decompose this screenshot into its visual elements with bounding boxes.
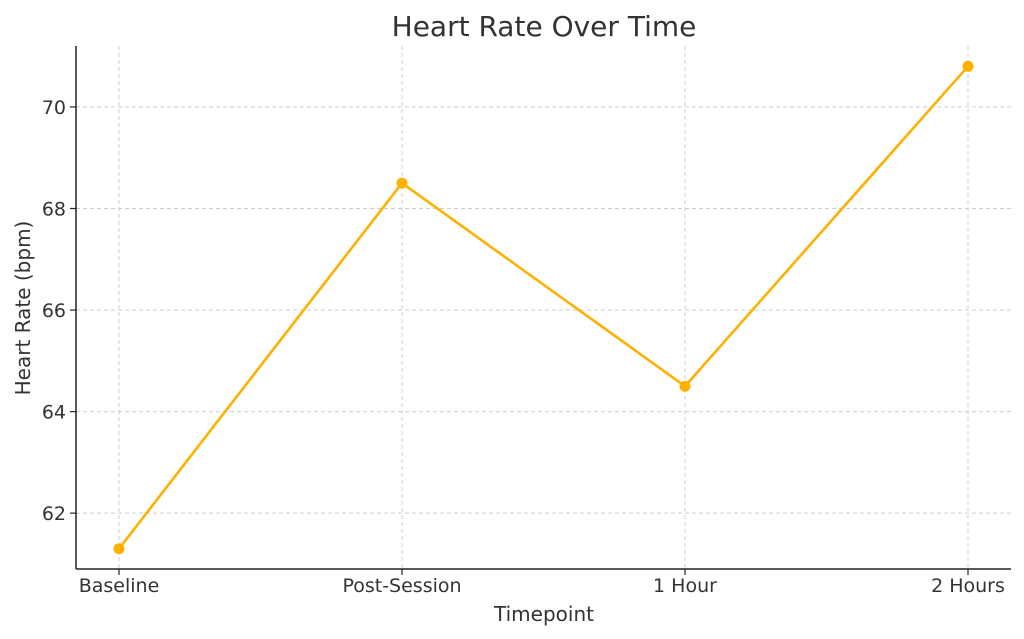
- y-axis-label: Heart Rate (bpm): [11, 221, 35, 396]
- tick-layer: Baseline Post-Session 1 Hour 2 Hours 62 64 66 6…: [42, 97, 1005, 597]
- data-point: [962, 60, 974, 72]
- y-tick-label: 70: [42, 97, 66, 119]
- y-tick-label: 64: [42, 402, 66, 424]
- x-tick-label: 2 Hours: [931, 575, 1005, 597]
- data-point: [113, 543, 125, 555]
- series-layer: [113, 60, 974, 555]
- grid-layer: [76, 46, 1011, 569]
- series-line: [117, 65, 970, 550]
- x-axis-label: Timepoint: [493, 602, 594, 626]
- data-point: [396, 177, 408, 189]
- x-tick-label: 1 Hour: [653, 575, 717, 597]
- y-tick-label: 68: [42, 198, 66, 220]
- axis-layer: [75, 46, 1011, 570]
- y-tick-label: 66: [42, 300, 66, 322]
- x-tick-label: Baseline: [79, 575, 160, 597]
- data-point: [679, 380, 691, 392]
- y-tick-label: 62: [42, 503, 66, 525]
- x-tick-label: Post-Session: [342, 575, 461, 597]
- chart-title: Heart Rate Over Time: [392, 10, 697, 43]
